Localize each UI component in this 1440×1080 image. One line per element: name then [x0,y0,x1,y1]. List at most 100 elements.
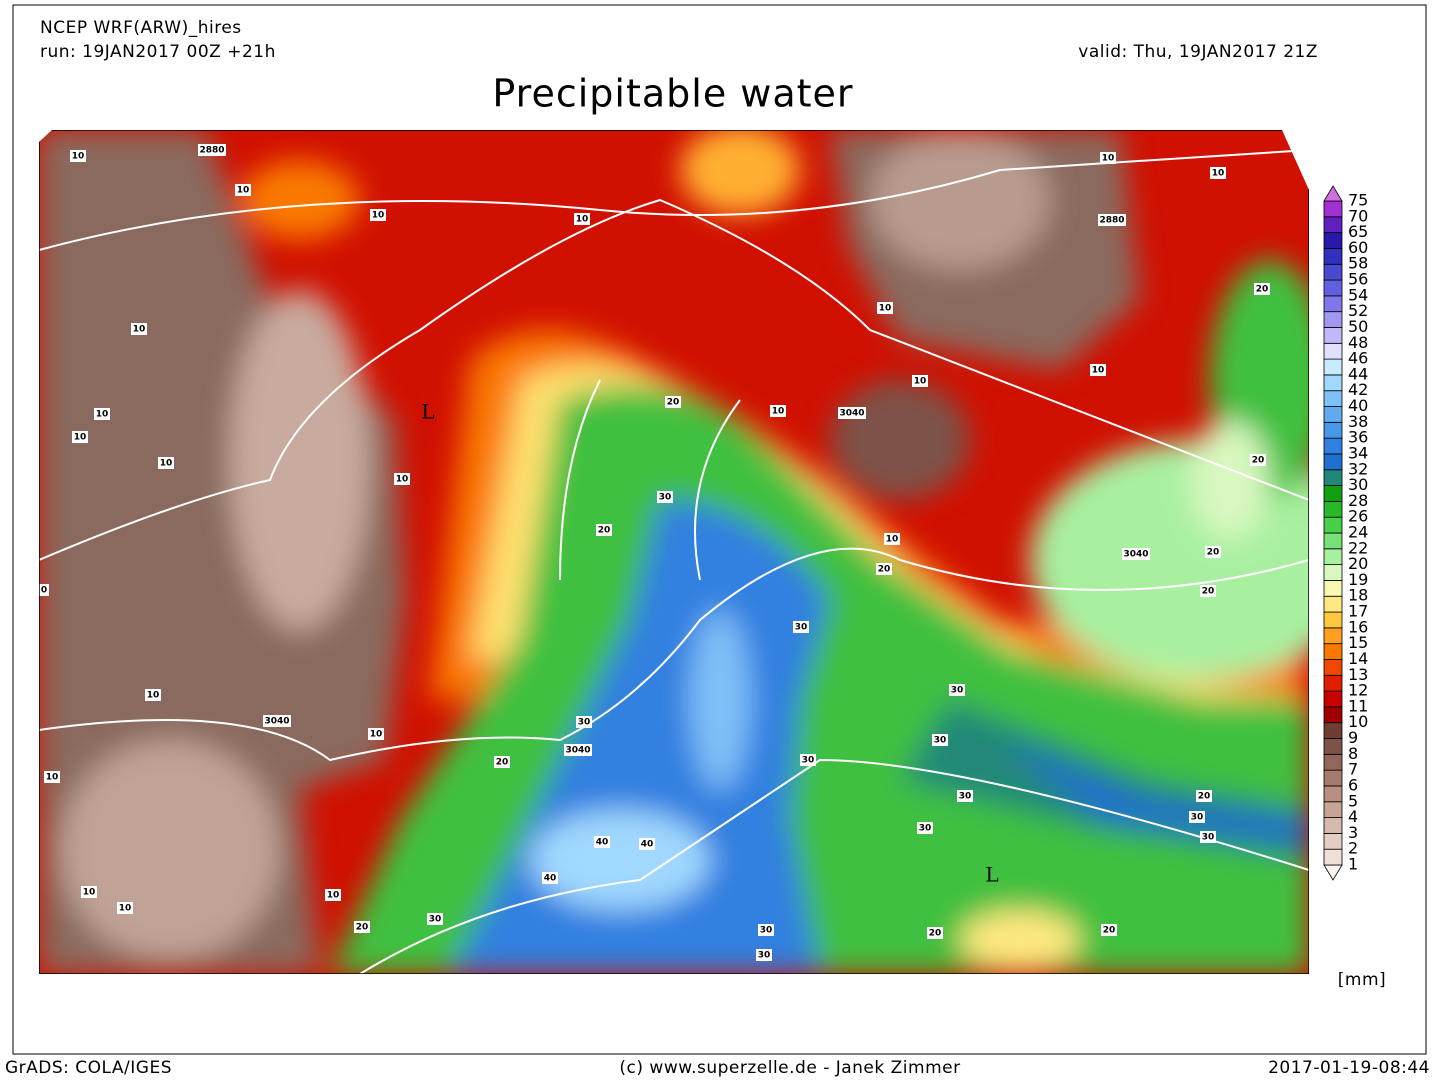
colorbar-label: 8 [1348,744,1358,763]
contour-label-bg [1196,790,1212,802]
contour-label: 10 [1092,366,1105,376]
contour-label-bg [876,563,892,575]
colorbar-box [1323,785,1343,803]
contour-label: 10 [147,691,160,701]
contour-label: 3040 [839,409,864,419]
contour-label: 20 [1256,285,1269,295]
contour-label: 30 [578,718,591,728]
colorbar-label: 60 [1348,238,1368,257]
contour-label: 20 [1202,587,1215,597]
colorbar-label: 6 [1348,775,1358,794]
contour-label: 30 [758,951,771,961]
colorbar-label: 2 [1348,839,1358,858]
colorbar-label: 34 [1348,443,1368,462]
colorbar-box [1323,738,1343,755]
contour-label: 10 [576,215,589,225]
colorbar-label: 5 [1348,791,1358,810]
contour-label: 30 [951,686,964,696]
colorbar-label: 12 [1348,681,1368,700]
footer-center: (c) www.superzelle.de - Janek Zimmer [619,1058,960,1078]
contour-label: 10 [327,891,340,901]
contour-label: 30 [659,493,672,503]
contour-label-bg [594,836,610,848]
contour-label: 30 [934,736,947,746]
contour-label-bg [494,756,510,768]
contour-label: 20 [598,526,611,536]
colorbar-box [1323,263,1343,281]
contour-label-bg [1254,283,1270,295]
contour-label: 30 [760,926,773,936]
contour-label-bg [39,584,49,596]
colorbar-label: 3 [1348,823,1358,842]
contour-label-bg [368,728,384,740]
colorbar: 1234567891011121314151617181920222426283… [1323,185,1368,881]
colorbar-box [1323,311,1343,328]
contour-label-bg [72,431,88,443]
contour-label-bg [657,491,673,503]
contour-label: 10 [74,433,87,443]
contour-label-bg [235,184,251,196]
colorbar-label: 22 [1348,538,1368,557]
colorbar-label: 48 [1348,333,1368,352]
contour-label: 3040 [1123,550,1148,560]
contour-label: 10 [160,459,173,469]
contour-label: 30 [959,792,972,802]
footer-right: 2017-01-19-08:44 [1268,1058,1430,1078]
colorbar-box [1323,248,1343,265]
colorbar-label: 20 [1348,554,1368,573]
colorbar-box [1323,753,1343,771]
colorbar-box [1323,232,1343,249]
colorbar-box [1323,595,1343,613]
colorbar-label: 18 [1348,586,1368,605]
colorbar-label: 44 [1348,364,1368,383]
contour-label: 10 [372,211,385,221]
contours [39,149,1309,974]
contour-label-bg [325,889,341,901]
contour-label-bg [949,684,965,696]
colorbar-label: 32 [1348,459,1368,478]
colorbar-label: 10 [1348,712,1368,731]
contour-label-bg [793,621,809,633]
colorbar-label: 16 [1348,617,1368,636]
colorbar-box [1323,279,1343,297]
colorbar-label: 38 [1348,412,1368,431]
contour-label: 2880 [1099,216,1124,226]
contour-label: 40 [544,874,557,884]
colorbar-box [1323,722,1343,739]
contour-label-bg [756,949,772,961]
contour-label: 10 [237,186,250,196]
colorbar-box [1323,690,1343,708]
contour-label-bg [758,924,774,936]
colorbar-box [1323,532,1343,550]
colorbar-box [1323,516,1343,534]
contour-label: 20 [878,565,891,575]
colorbar-label: 14 [1348,649,1368,668]
contour-label: 10 [83,888,96,898]
contour-label-bg [44,771,60,783]
footer-left: GrADS: COLA/IGES [5,1058,172,1078]
contour-label-bg [800,754,816,766]
contour-label: 2880 [199,146,224,156]
contour-label: 30 [919,824,932,834]
colorbar-label: 4 [1348,807,1358,826]
colorbar-box [1323,564,1343,581]
colorbar-box [1323,627,1343,645]
contour-label-bg [639,838,655,850]
colorbar-box [1323,406,1343,423]
colorbar-box [1323,469,1343,486]
colorbar-box [1323,801,1343,818]
contour-label-bg [394,473,410,485]
colorbar-box [1323,374,1343,392]
colorbar-label: 36 [1348,428,1368,447]
colorbar-label: 54 [1348,285,1368,304]
contour-label: 3040 [264,717,289,727]
contour-label-bg [574,213,590,225]
contour-label-bg [665,396,681,408]
contour-label: 10 [1212,169,1225,179]
colorbar-label: 17 [1348,602,1368,621]
frame [12,4,1427,1055]
contour-label: 30 [802,756,815,766]
colorbar-label: 26 [1348,507,1368,526]
